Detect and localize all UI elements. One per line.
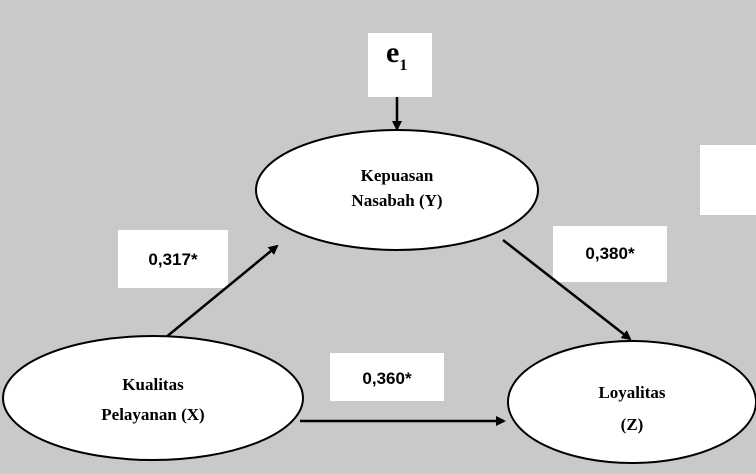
edge-label: 0,360* [362,369,412,388]
node-label: Pelayanan (X) [101,405,204,424]
node-label: Loyalitas [598,383,665,402]
node-label: Nasabah (Y) [351,191,442,210]
node-label: (Z) [621,415,644,434]
node-label: Kepuasan [361,166,434,185]
page: e1 Kepuasan Nasabah (Y) Kualitas Pelayan… [0,0,756,474]
node-ellipse [256,130,538,250]
edge-label: 0,380* [585,244,635,263]
blank-box [700,145,756,215]
node-ellipse [3,336,303,460]
path-diagram: e1 Kepuasan Nasabah (Y) Kualitas Pelayan… [0,0,756,474]
edge-label: 0,317* [148,250,198,269]
node-label: Kualitas [122,375,184,394]
node-ellipse [508,341,756,463]
